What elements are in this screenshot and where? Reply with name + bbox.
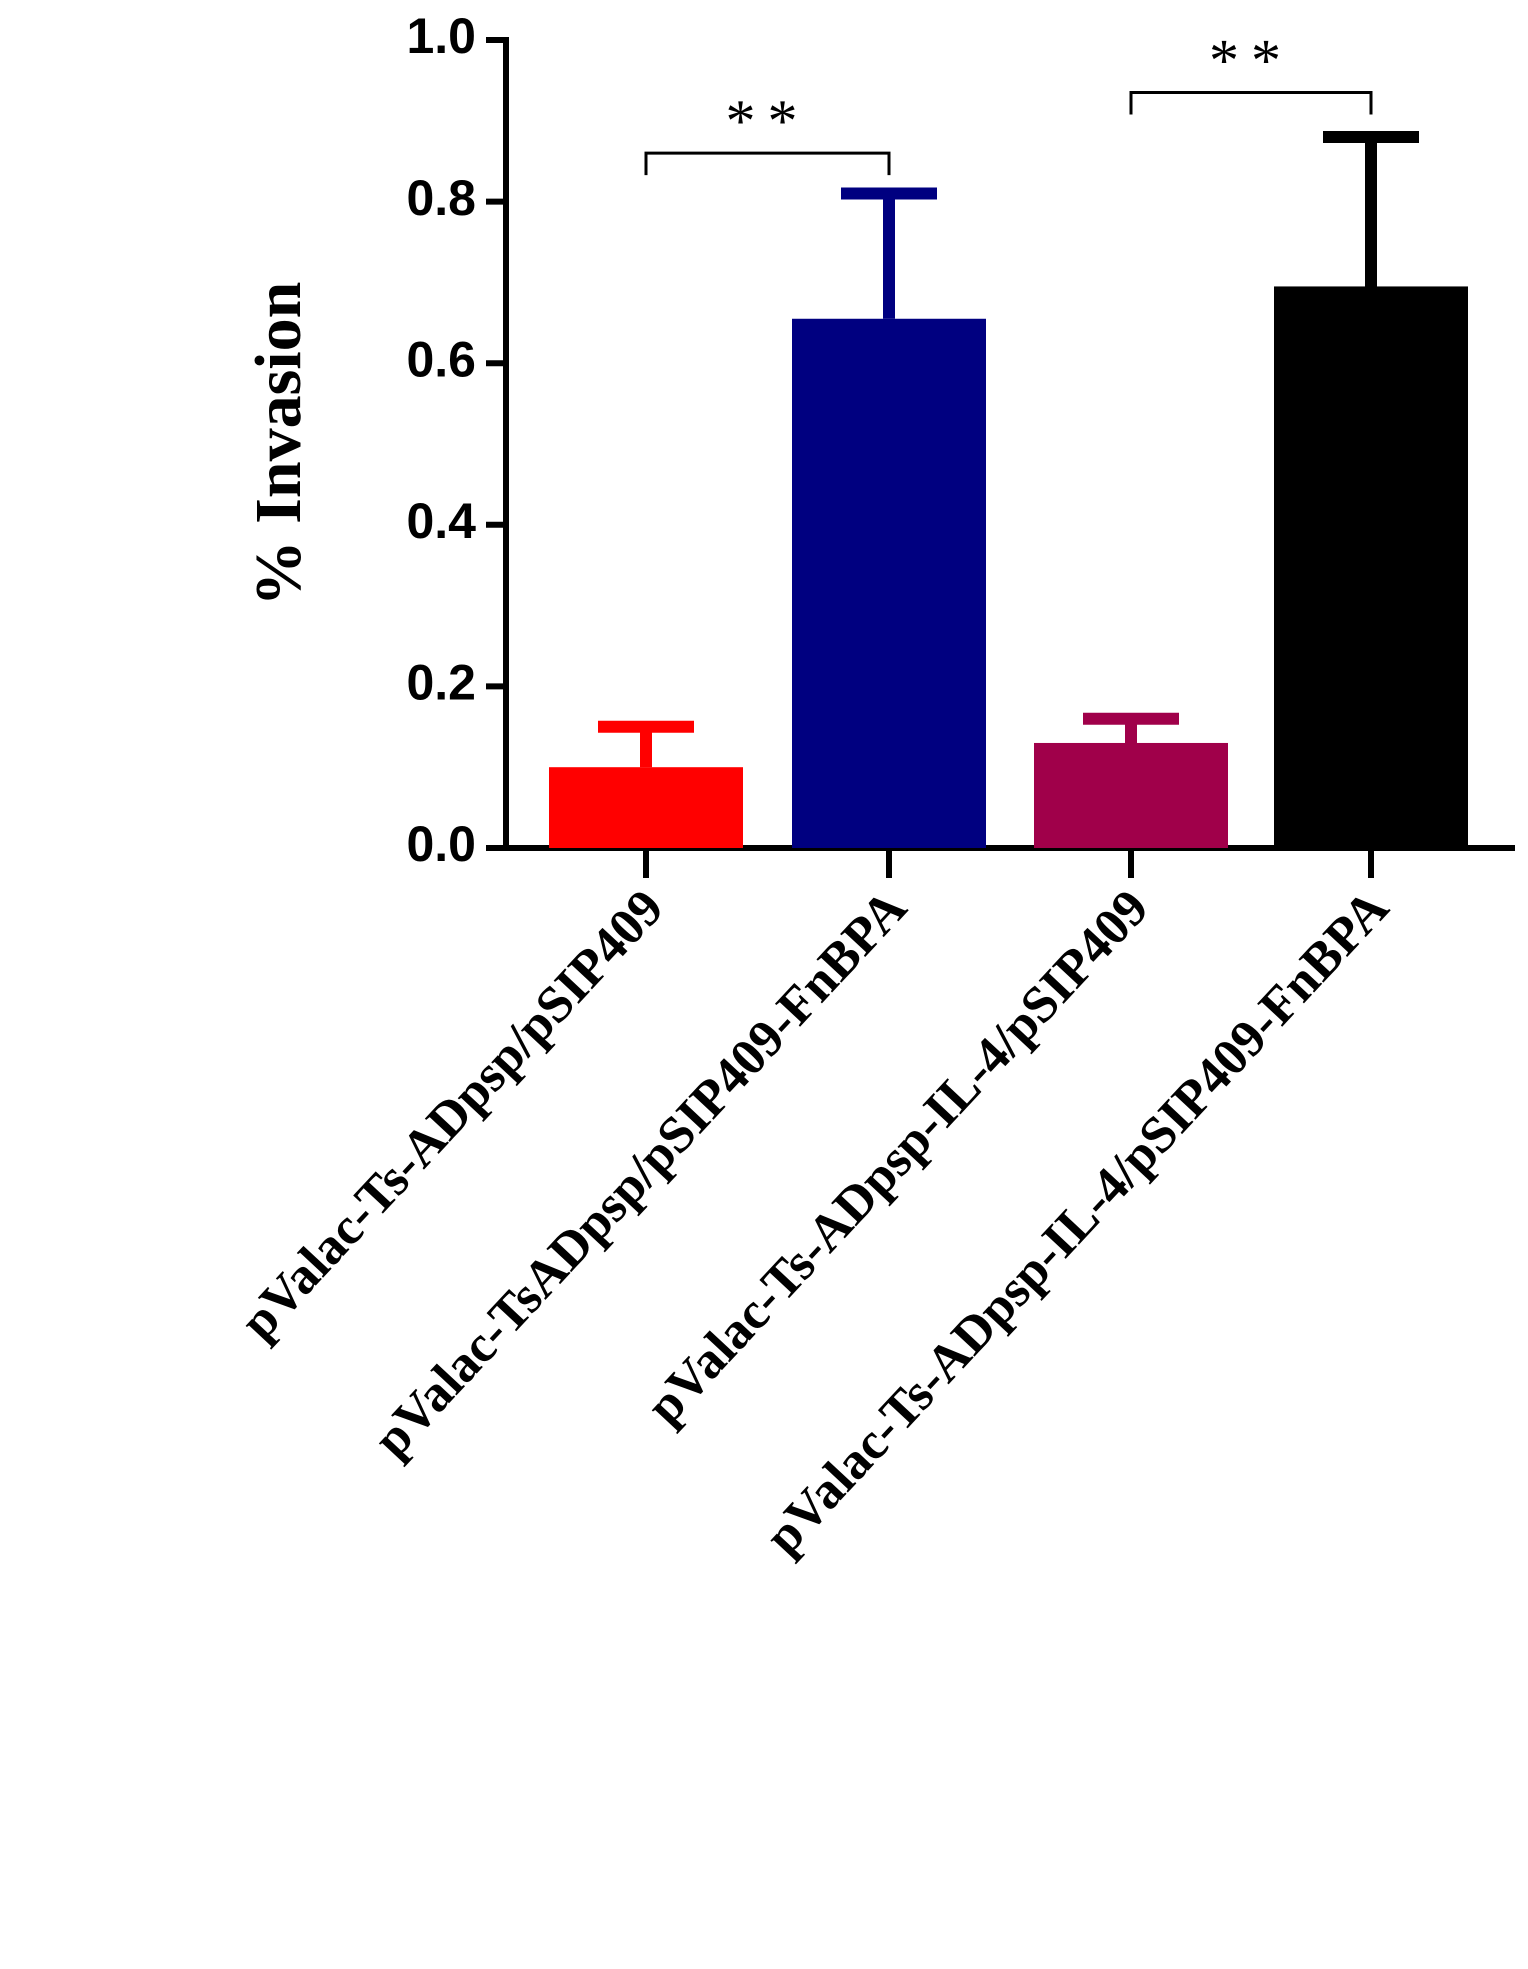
y-axis-label: % Invasion: [242, 282, 315, 607]
bar: [1034, 742, 1228, 848]
x-tick-label: pValac-Ts-ADpsp/pSIP409: [230, 879, 675, 1350]
x-tick-label: pValac-Ts-ADpsp-IL-4/pSIP409: [636, 879, 1160, 1435]
error-bar: [598, 720, 694, 768]
error-bar: [1083, 712, 1179, 743]
x-tick-label: pValac-TsADpsp/pSIP409-FnBPA: [363, 879, 918, 1468]
bar: [549, 767, 743, 848]
significance-bracket: [1129, 91, 1373, 115]
y-tick-label: 0.2: [406, 655, 476, 711]
significance-label: **: [1209, 28, 1293, 94]
bar: [1274, 286, 1468, 848]
y-tick-label: 1.0: [406, 8, 476, 64]
y-tick-label: 0.4: [406, 493, 476, 549]
y-tick-label: 0.6: [406, 331, 476, 387]
error-bar: [1323, 130, 1419, 287]
y-tick-label: 0.0: [406, 816, 476, 872]
significance-label: **: [726, 88, 810, 154]
significance-bracket: [644, 151, 891, 176]
error-bar: [841, 187, 937, 319]
bar: [792, 318, 986, 848]
y-tick-label: 0.8: [406, 170, 476, 226]
